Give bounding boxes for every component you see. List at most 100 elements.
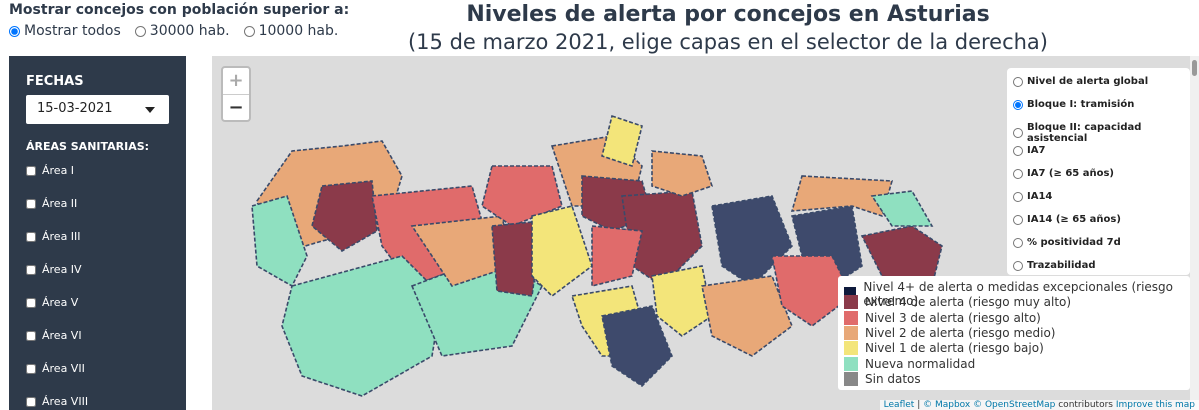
date-value: 15-03-2021 bbox=[37, 101, 113, 116]
layer-option-text: IA14 (≥ 65 años) bbox=[1027, 214, 1121, 225]
legend-item: Nivel 4+ de alerta o medidas excepcional… bbox=[844, 280, 1190, 308]
legend-swatch bbox=[844, 310, 858, 325]
layer-option[interactable]: Trazabilidad bbox=[1013, 260, 1095, 271]
checkbox[interactable] bbox=[26, 396, 36, 407]
legend-label: Nivel 4+ de alerta o medidas excepcional… bbox=[863, 280, 1173, 308]
checkbox[interactable] bbox=[26, 330, 36, 341]
area-option[interactable]: Área I bbox=[26, 164, 74, 177]
subtitle: (15 de marzo 2021, elige capas en el sel… bbox=[407, 30, 1048, 54]
legend-label: Nivel 3 de alerta (riesgo alto) bbox=[865, 310, 1041, 325]
legend-swatch bbox=[844, 325, 858, 340]
area-option[interactable]: Área II bbox=[26, 197, 77, 210]
legend-label: Nivel 1 de alerta (riesgo bajo) bbox=[865, 341, 1044, 356]
area-text: Área VIII bbox=[42, 395, 89, 408]
radio[interactable] bbox=[1013, 76, 1023, 87]
layer-option-text: IA14 bbox=[1027, 191, 1053, 202]
area-text: Área VI bbox=[42, 329, 82, 342]
filter-option[interactable]: 30000 hab. bbox=[134, 23, 230, 39]
sidebar: FECHAS 15-03-2021 ÁREAS SANITARIAS: Área… bbox=[9, 56, 186, 410]
filter-label: Mostrar concejos con población superior … bbox=[9, 2, 350, 18]
layer-option-text: Bloque II: capacidad asistencial bbox=[1027, 122, 1142, 144]
layer-option[interactable]: Bloque I: tramisión bbox=[1013, 99, 1134, 110]
radio[interactable] bbox=[1013, 214, 1023, 225]
filter-option-text: 10000 hab. bbox=[258, 23, 339, 39]
checkbox[interactable] bbox=[26, 198, 36, 209]
legend-item: Nivel 2 de alerta (riesgo medio) bbox=[844, 325, 1056, 340]
layer-option[interactable]: IA14 (≥ 65 años) bbox=[1013, 214, 1121, 225]
legend-item: Nivel 4 de alerta (riesgo muy alto) bbox=[844, 295, 1072, 310]
filter-options: Mostrar todos 30000 hab. 10000 hab. bbox=[9, 23, 338, 39]
layer-option-text: Bloque I: tramisión bbox=[1027, 99, 1135, 110]
legend-item: Sin datos bbox=[844, 371, 921, 386]
layer-option-text: IA7 (≥ 65 años) bbox=[1027, 168, 1114, 179]
radio[interactable] bbox=[1013, 145, 1023, 156]
checkbox[interactable] bbox=[26, 165, 36, 176]
filter-option[interactable]: 10000 hab. bbox=[243, 23, 339, 39]
layer-option[interactable]: IA7 (≥ 65 años) bbox=[1013, 168, 1114, 179]
area-option[interactable]: Área VII bbox=[26, 362, 85, 375]
attribution-part[interactable]: Improve this map bbox=[1115, 400, 1195, 410]
attribution: Leaflet | © Mapbox © OpenStreetMap contr… bbox=[879, 400, 1199, 410]
area-text: Área VII bbox=[42, 362, 85, 375]
dates-label: FECHAS bbox=[26, 74, 84, 89]
layer-option[interactable]: Nivel de alerta global bbox=[1013, 76, 1148, 87]
attribution-part[interactable]: Leaflet bbox=[883, 400, 915, 410]
layer-option-text: Trazabilidad bbox=[1027, 260, 1096, 271]
legend-swatch bbox=[844, 341, 858, 356]
layer-option[interactable]: Bloque II: capacidad asistencial bbox=[1013, 122, 1190, 144]
checkbox[interactable] bbox=[26, 363, 36, 374]
filter-option[interactable]: Mostrar todos bbox=[9, 23, 121, 39]
map-shapes bbox=[251, 114, 943, 397]
area-text: Área II bbox=[42, 197, 78, 210]
layer-option[interactable]: IA7 bbox=[1013, 145, 1045, 156]
legend-label: Nivel 2 de alerta (riesgo medio) bbox=[865, 325, 1056, 340]
area-text: Área V bbox=[42, 296, 79, 309]
attribution-part[interactable]: © OpenStreetMap bbox=[973, 400, 1056, 410]
legend-label: Nueva normalidad bbox=[865, 356, 976, 371]
legend-item: Nivel 1 de alerta (riesgo bajo) bbox=[844, 341, 1044, 356]
legend-item: Nivel 3 de alerta (riesgo alto) bbox=[844, 310, 1041, 325]
checkbox[interactable] bbox=[26, 231, 36, 242]
radio[interactable] bbox=[243, 25, 255, 37]
area-text: Área IV bbox=[42, 263, 82, 276]
area-option[interactable]: Área IV bbox=[26, 263, 82, 276]
legend-label: Sin datos bbox=[865, 371, 921, 386]
legend-swatch bbox=[844, 371, 858, 386]
legend-swatch bbox=[844, 356, 858, 371]
zoom-control: + − bbox=[221, 66, 251, 122]
map[interactable]: + − Nivel de alerta global Bloque I: tram… bbox=[212, 56, 1199, 410]
date-select[interactable]: 15-03-2021 bbox=[26, 95, 169, 124]
area-option[interactable]: Área VI bbox=[26, 329, 82, 342]
legend-label: Nivel 4 de alerta (riesgo muy alto) bbox=[865, 295, 1072, 310]
radio[interactable] bbox=[1013, 128, 1023, 138]
radio[interactable] bbox=[9, 25, 20, 37]
layer-option[interactable]: IA14 bbox=[1013, 191, 1052, 202]
areas-label: ÁREAS SANITARIAS: bbox=[26, 140, 150, 153]
radio[interactable] bbox=[1013, 168, 1023, 179]
zoom-in[interactable]: + bbox=[223, 68, 249, 95]
radio[interactable] bbox=[1013, 260, 1023, 271]
radio[interactable] bbox=[134, 25, 146, 37]
radio[interactable] bbox=[1013, 237, 1023, 248]
attribution-part: | bbox=[917, 400, 921, 410]
legend: Nivel 4+ de alerta o medidas excepcional… bbox=[838, 276, 1190, 390]
zoom-out[interactable]: − bbox=[228, 97, 244, 118]
area-option[interactable]: Área VIII bbox=[26, 395, 88, 408]
title: Niveles de alerta por concejos en Asturi… bbox=[466, 2, 990, 27]
attribution-part[interactable]: © Mapbox bbox=[923, 400, 971, 410]
legend-swatch bbox=[844, 295, 858, 310]
area-text: Área III bbox=[42, 230, 81, 243]
radio[interactable] bbox=[1013, 99, 1023, 110]
attribution-part: contributors bbox=[1058, 400, 1113, 410]
area-text: Área I bbox=[42, 164, 75, 177]
area-option[interactable]: Área V bbox=[26, 296, 78, 309]
checkbox[interactable] bbox=[26, 297, 36, 308]
checkbox[interactable] bbox=[26, 264, 36, 275]
filter-option-text: 30000 hab. bbox=[149, 23, 230, 39]
radio[interactable] bbox=[1013, 191, 1023, 202]
layer-option[interactable]: % positividad 7d bbox=[1013, 237, 1121, 248]
layer-control: Nivel de alerta global Bloque I: tramisió… bbox=[1007, 68, 1190, 275]
scrollbar bbox=[1190, 56, 1199, 410]
area-option[interactable]: Área III bbox=[26, 230, 81, 243]
